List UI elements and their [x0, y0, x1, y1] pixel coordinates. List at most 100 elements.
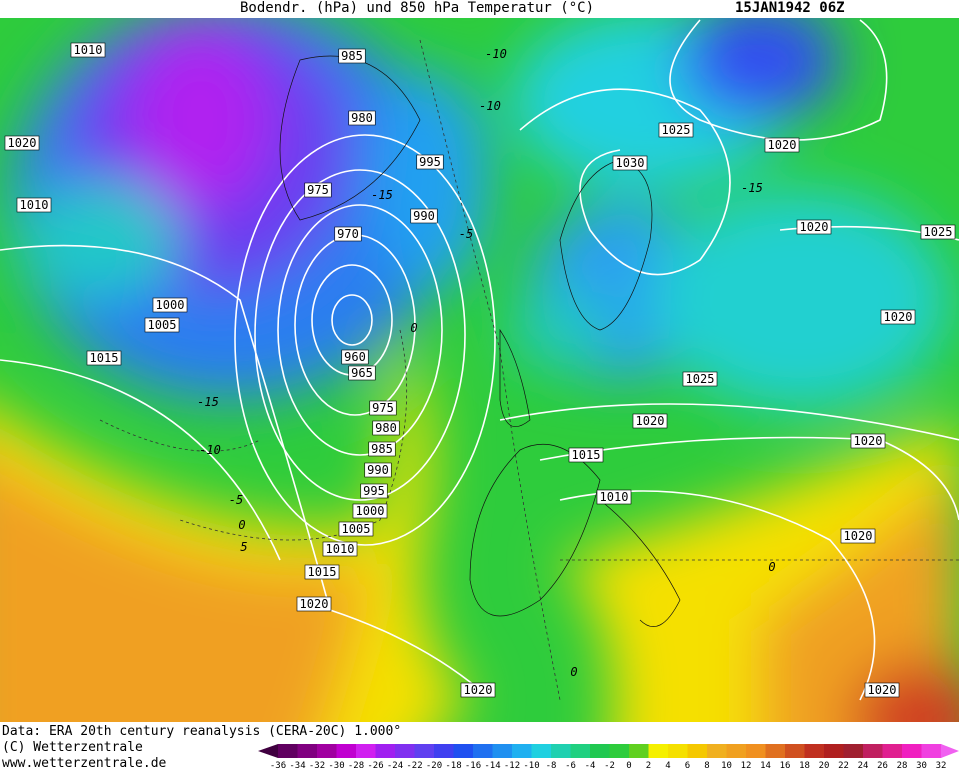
scale-label: -22: [406, 761, 422, 770]
scale-label: 12: [741, 761, 752, 770]
isobar-label-box: [568, 447, 604, 463]
isobar-label: 1015: [90, 351, 119, 365]
isobar-label-box: [70, 42, 106, 58]
isobar-label-box: [144, 317, 180, 333]
scale-label: 20: [819, 761, 830, 770]
isobar-label: 1020: [464, 683, 493, 697]
isobar-label: 1000: [356, 504, 385, 518]
isobar-label-box: [460, 682, 496, 698]
isobar-label: 1020: [854, 434, 883, 448]
isobar-label-box: [338, 48, 366, 64]
scale-swatch: [687, 744, 708, 758]
isobar-label-box: [596, 489, 632, 505]
scale-swatch: [395, 744, 415, 758]
isobar-label: 1020: [768, 138, 797, 152]
scale-label: 26: [877, 761, 888, 770]
scale-label: 24: [858, 761, 869, 770]
isobar-label: 1020: [844, 529, 873, 543]
scale-swatch: [590, 744, 610, 758]
scale-label: -12: [504, 761, 520, 770]
isobar-label-box: [368, 441, 396, 457]
map-title: Bodendr. (hPa) und 850 hPa Temperatur (°…: [240, 0, 594, 16]
isobar-label: 985: [341, 49, 363, 63]
isobar-label: 1020: [300, 597, 329, 611]
isotherm-label: 0: [410, 321, 417, 335]
isobar-label: 990: [413, 209, 435, 223]
isotherm-label: -15: [197, 395, 219, 409]
scale-label: -18: [445, 761, 461, 770]
isobar-label-box: [658, 122, 694, 138]
scale-swatch: [863, 744, 883, 758]
scale-label: -34: [289, 761, 305, 770]
isotherm-label: -15: [371, 188, 393, 202]
isobar-label: 965: [351, 366, 373, 380]
scale-swatch: [492, 744, 513, 758]
scale-swatch: [668, 744, 688, 758]
scale-label: 8: [704, 761, 709, 770]
scale-label: 18: [799, 761, 810, 770]
scale-label: -8: [546, 761, 557, 770]
scale-label: 10: [721, 761, 732, 770]
isobar-label: 990: [367, 463, 389, 477]
scale-swatch: [824, 744, 844, 758]
scale-swatch: [317, 744, 337, 758]
isobar-label-box: [372, 420, 400, 436]
scale-swatch: [473, 744, 493, 758]
isobar-label-box: [86, 350, 122, 366]
isobar-label-box: [4, 135, 40, 151]
scale-swatch: [609, 744, 630, 758]
isotherm-label: -10: [199, 443, 221, 457]
scale-swatch: [804, 744, 825, 758]
isobar-label-box: [364, 462, 392, 478]
scale-label: 0: [626, 761, 631, 770]
isobar-label-box: [304, 182, 332, 198]
scale-swatch: [278, 744, 298, 758]
isobar-label: 1010: [326, 542, 355, 556]
scale-swatch: [297, 744, 318, 758]
isobar-label: 1025: [686, 372, 715, 386]
scale-label: 4: [665, 761, 670, 770]
isobar-label-box: [850, 433, 886, 449]
isotherm-label: -5: [229, 493, 243, 507]
scale-swatch: [882, 744, 903, 758]
isotherm-label: -10: [485, 47, 507, 61]
isobar-label-box: [410, 208, 438, 224]
scale-swatch: [902, 744, 922, 758]
isobar-label-box: [764, 137, 800, 153]
isobar-label-box: [296, 596, 332, 612]
scale-label: 32: [936, 761, 947, 770]
isobar-label: 975: [307, 183, 329, 197]
isobar-label: 980: [351, 111, 373, 125]
scale-label: -14: [484, 761, 500, 770]
isobar-label: 1020: [884, 310, 913, 324]
isobar-label-box: [682, 371, 718, 387]
isobar-label: 1010: [600, 490, 629, 504]
scale-swatch: [785, 744, 805, 758]
isobar-label-box: [341, 349, 369, 365]
isobar-label-box: [612, 155, 648, 171]
isotherm-label: -5: [459, 227, 473, 241]
isobar-label: 1005: [148, 318, 177, 332]
isobar-label: 1025: [662, 123, 691, 137]
isobar-label-box: [864, 682, 900, 698]
isobar-label: 1010: [20, 198, 49, 212]
scale-swatch: [707, 744, 727, 758]
isobar-label: 985: [371, 442, 393, 456]
isobar-label-box: [352, 503, 388, 519]
scale-swatch: [570, 744, 591, 758]
footer-source: Data: ERA 20th century reanalysis (CERA-…: [2, 724, 401, 739]
scale-swatch: [726, 744, 747, 758]
scale-swatch: [629, 744, 649, 758]
isotherm-label: 0: [238, 518, 245, 532]
scale-label: -32: [309, 761, 325, 770]
scale-label: 30: [916, 761, 927, 770]
scale-label: -10: [523, 761, 539, 770]
map-labels: 1010 985 1020 980 995 1030 1025 1020 975 990 1010 9…: [4, 42, 956, 698]
isobar-label: 960: [344, 350, 366, 364]
isobar-label: 1005: [342, 522, 371, 536]
scale-label: 16: [780, 761, 791, 770]
map-date: 15JAN1942 06Z: [735, 0, 845, 16]
isobar-label: 1015: [308, 565, 337, 579]
color-scale: -36 -34 -32 -30 -28 -26 -24 -22 -20 -18 -16 -14 -12-…: [258, 744, 959, 770]
isotherm-label: -15: [741, 181, 763, 195]
